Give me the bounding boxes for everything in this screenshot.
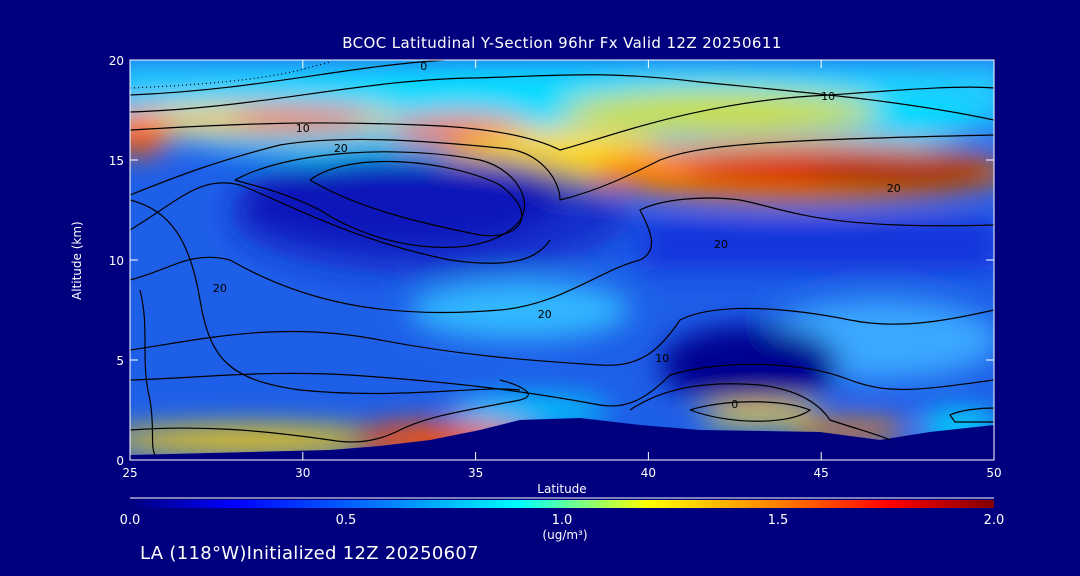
heatmap-field: 0 10 20 10 20 20 20 20 10 0 (130, 60, 994, 460)
y-tick-label: 20 (109, 54, 124, 68)
x-tick-label: 50 (986, 466, 1001, 480)
colorbar-tick-label: 2.0 (984, 513, 1005, 528)
x-tick-label: 25 (122, 466, 137, 480)
y-axis-label: Altitude (km) (70, 221, 84, 300)
x-tick-label: 35 (468, 466, 483, 480)
contour-lines (130, 60, 994, 456)
chart-title: BCOC Latitudinal Y-Section 96hr Fx Valid… (342, 34, 782, 52)
contour-label: 20 (213, 282, 227, 295)
axes: 25 30 35 40 45 50 0 5 10 15 20 (109, 54, 1002, 480)
x-axis-label: Latitude (537, 482, 587, 496)
colorbar-units: (ug/m³) (542, 528, 588, 542)
contour-label: 10 (821, 90, 835, 103)
x-tick-label: 30 (295, 466, 310, 480)
colorbar-ticks: 0.0 0.5 1.0 1.5 2.0 (120, 513, 1005, 528)
contour-label: 20 (334, 142, 348, 155)
y-tick-label: 15 (109, 154, 124, 168)
init-footer: LA (118°W)Initialized 12Z 20250607 (140, 543, 479, 564)
x-tick-label: 40 (641, 466, 656, 480)
contour-label: 20 (538, 308, 552, 321)
contour-label: 20 (714, 238, 728, 251)
contour-label: 0 (731, 398, 738, 411)
contour-label: 0 (420, 60, 427, 73)
contour-label: 20 (887, 182, 901, 195)
terrain (130, 418, 994, 460)
contour-label: 10 (655, 352, 669, 365)
y-tick-label: 0 (116, 454, 124, 468)
contour-label: 10 (296, 122, 310, 135)
colorbar-tick-label: 1.0 (552, 513, 573, 528)
y-tick-label: 10 (109, 254, 124, 268)
colorbar (130, 500, 994, 508)
x-tick-label: 45 (814, 466, 829, 480)
y-tick-label: 5 (116, 354, 124, 368)
colorbar-tick-label: 0.0 (120, 513, 141, 528)
colorbar-tick-label: 1.5 (768, 513, 789, 528)
colorbar-tick-label: 0.5 (336, 513, 357, 528)
contour-labels: 0 10 20 10 20 20 20 20 10 0 (213, 60, 901, 411)
